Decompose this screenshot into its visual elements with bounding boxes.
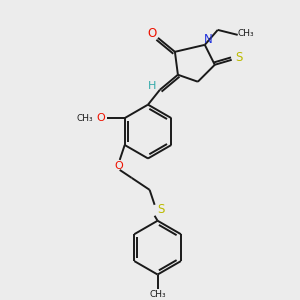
Text: O: O (147, 27, 157, 40)
Text: N: N (203, 33, 212, 46)
Text: H: H (148, 81, 156, 91)
Text: CH₃: CH₃ (76, 114, 93, 123)
Text: S: S (157, 203, 164, 216)
Text: S: S (235, 51, 242, 64)
Text: CH₃: CH₃ (149, 290, 166, 299)
Text: CH₃: CH₃ (237, 29, 254, 38)
Text: O: O (96, 113, 105, 123)
Text: O: O (114, 161, 123, 171)
